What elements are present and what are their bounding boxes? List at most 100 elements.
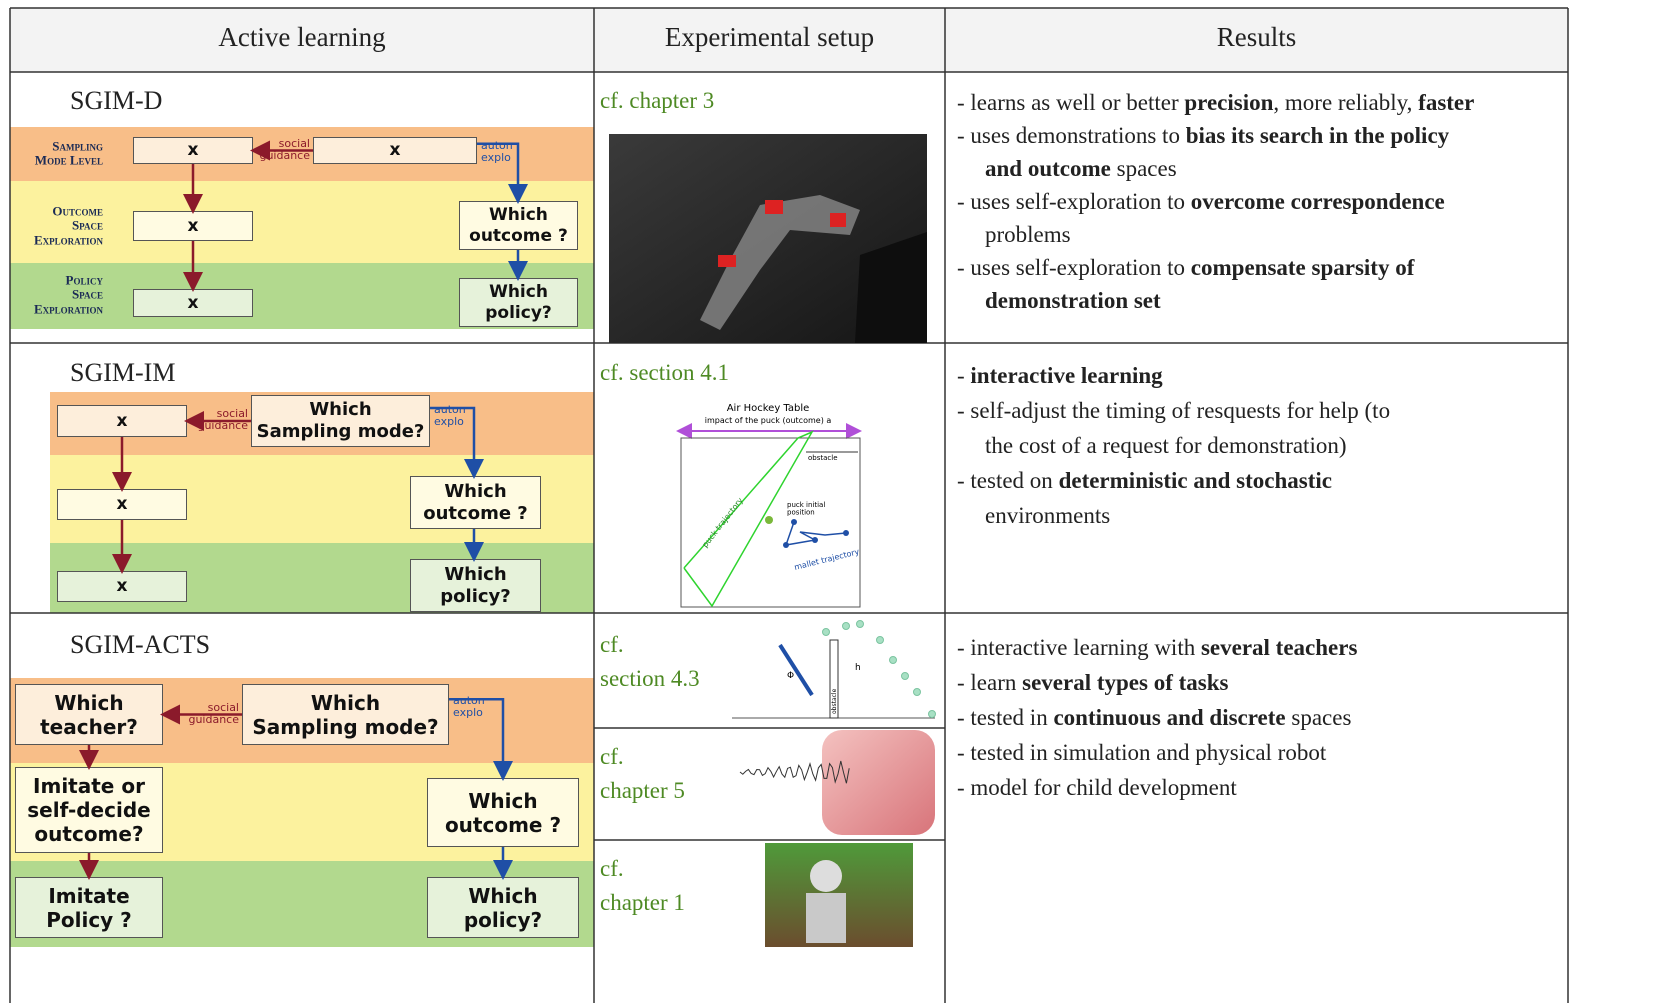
result-text: overcome correspondence [1190,189,1445,214]
level-label: Policy Space Exploration [33,272,103,317]
result-text: bias its search in the policy and outcom… [985,123,1450,181]
auton-label: auton explo [481,138,513,164]
mallet [843,530,849,536]
right-box: Which policy? [410,559,541,612]
result-text: - [957,363,971,388]
result-text: - interactive learning with [957,635,1201,660]
result-text: continuous and discrete [1053,705,1286,730]
right-box: Which outcome ? [427,778,579,847]
vocal-tract [822,730,935,835]
result-text: spaces [1110,156,1177,181]
table-edge [855,232,927,343]
method-name: SGIM-IM [70,358,176,387]
left-box: x [57,571,187,602]
result-text: several teachers [1200,635,1358,660]
result-item: - tested in simulation and physical robo… [957,735,1326,770]
mid-box: Which Sampling mode? [251,395,430,447]
social-label: social guidance [188,700,239,726]
robot-body [806,893,846,943]
mid-box: Which Sampling mode? [242,684,449,745]
result-text: - uses demonstrations to [957,123,1186,148]
right-box: Which outcome ? [410,476,541,529]
mallet [812,537,818,543]
result-item: - interactive learning with several teac… [957,630,1357,665]
joint [830,213,846,227]
header-row [10,8,1568,72]
figure-subtitle: impact of the puck (outcome) a [705,416,832,425]
result-text: - tested on [957,468,1059,493]
setup-ref: cf. [600,856,624,881]
ball [876,636,884,644]
auton-label: auton explo [453,694,485,720]
column-header: Results [1216,22,1297,52]
ball [889,656,897,664]
right-box: Which policy? [427,877,579,938]
method-name: SGIM-D [70,86,163,115]
result-text: environments [985,503,1111,528]
puck-path [683,430,814,608]
setup-ref: chapter 5 [600,778,685,803]
result-text: - learns as well or better [957,90,1185,115]
left-box: x [57,405,187,437]
height-label: h [855,663,861,673]
result-text: - model for child development [957,775,1237,800]
ball [928,710,936,718]
result-item: - uses self-exploration to compensate sp… [957,251,1414,317]
setup-ref: cf. section 4.1 [600,360,730,385]
angle-label: Φ [787,671,794,681]
result-item: - tested on deterministic and stochastic… [957,463,1332,533]
result-text: spaces [1285,705,1352,730]
result-text: interactive learning [970,363,1163,388]
result-text: several types of tasks [1022,670,1229,695]
obstacle-label: obstacle [831,688,838,714]
ball [842,622,850,630]
result-item: - uses demonstrations to bias its search… [957,119,1449,185]
ball [822,628,830,636]
mallet-path [784,521,847,546]
social-label: social guidance [197,407,248,433]
pendulum [778,643,814,697]
plot-frame [680,437,861,608]
ball [913,688,921,696]
right-box: Which policy? [459,278,578,327]
auton-arrow [449,698,513,781]
social-label: social guidance [259,136,310,162]
level-label: Outcome Space Exploration [33,203,103,248]
band-sampling [10,127,594,181]
result-text: - tested in [957,705,1054,730]
joint [765,200,783,214]
setup-ref: section 4.3 [600,666,700,691]
waveform [739,760,850,784]
left-box: Imitate or self-decide outcome? [15,767,163,853]
result-text: problems [985,222,1071,247]
obstacle-label: obstacle [808,454,838,462]
result-text: - uses self-exploration to [957,255,1191,280]
result-item: - learns as well or better precision, mo… [957,86,1474,119]
result-item: - self-adjust the timing of resquests fo… [957,393,1390,463]
result-text: - learn [957,670,1023,695]
left-box: Imitate Policy ? [15,877,163,938]
column-header: Experimental setup [664,22,875,52]
result-item: - uses self-exploration to overcome corr… [957,185,1445,251]
puck [765,516,773,524]
robot-arm-shape [700,195,860,330]
ball [856,620,864,628]
result-text: - tested in simulation and physical robo… [957,740,1327,765]
obstacle-bar [829,639,839,719]
result-text: - uses self-exploration to [957,189,1191,214]
setup-ref: chapter 1 [600,890,685,915]
mallet [791,519,797,525]
robot-head [810,860,842,892]
setup-ref: cf. chapter 3 [600,88,715,113]
result-text: compensate sparsity of demonstration set [985,255,1415,313]
result-item: - model for child development [957,770,1237,805]
mallet-path-label: mallet trajectory [793,547,860,572]
setup-ref: cf. [600,744,624,769]
auton-arrow [430,406,484,479]
auton-arrow [477,142,528,204]
left-box: x [133,211,253,241]
result-text: faster [1418,90,1475,115]
figure-title: Air Hockey Table [727,403,810,414]
